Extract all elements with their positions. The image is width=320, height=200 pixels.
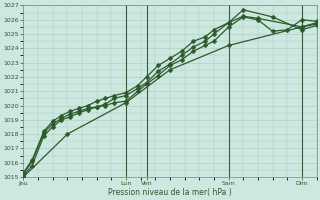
X-axis label: Pression niveau de la mer( hPa ): Pression niveau de la mer( hPa ) bbox=[108, 188, 232, 197]
